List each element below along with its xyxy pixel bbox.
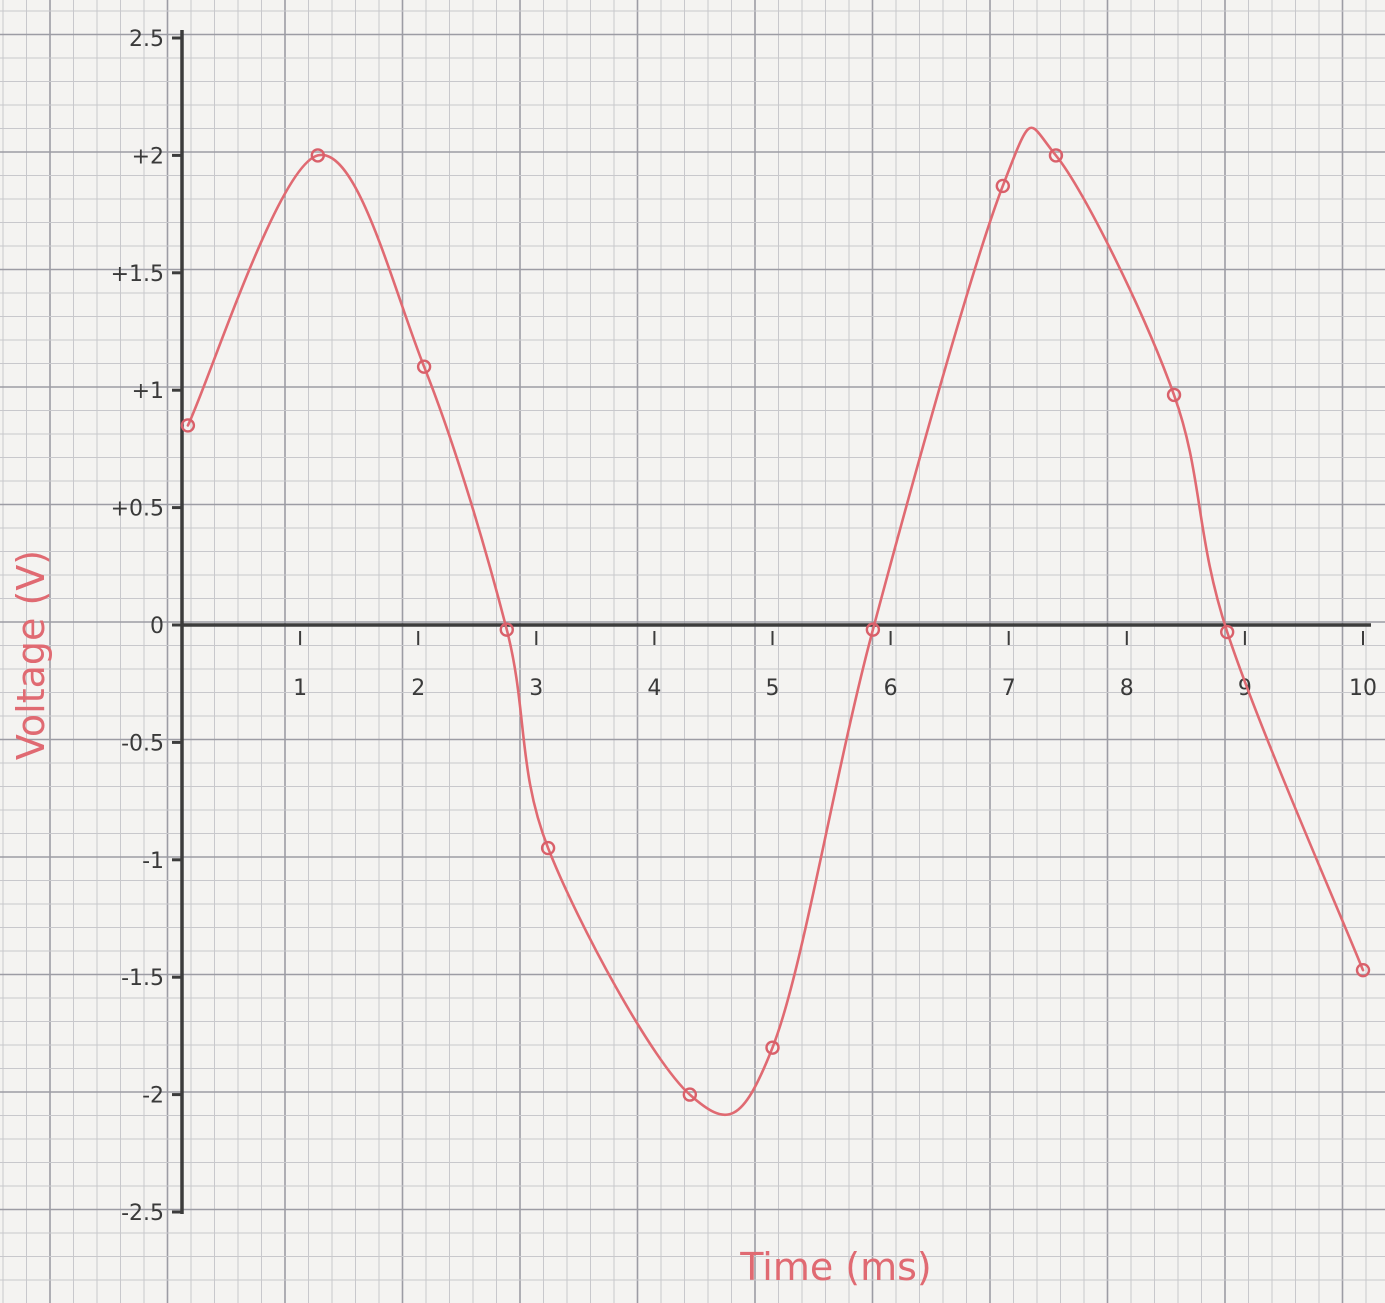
y-tick-label: -2	[142, 1084, 164, 1109]
data-point	[499, 622, 514, 637]
y-tick-label: +0.5	[111, 497, 164, 522]
x-tick-label: 2	[411, 676, 425, 701]
x-tick-label: 6	[884, 676, 898, 701]
y-tick-label: +2	[132, 144, 164, 169]
voltage-curve	[186, 126, 1365, 1117]
x-tick-label: 10	[1349, 676, 1377, 701]
x-tick-label: 7	[1002, 676, 1016, 701]
data-point	[995, 178, 1010, 194]
data-point	[1355, 962, 1371, 978]
x-tick-label: 3	[529, 676, 543, 701]
y-tick-label: 0	[150, 614, 164, 639]
data-points	[180, 148, 1371, 1102]
x-tick-label: 4	[647, 676, 661, 701]
y-tick-label: -2.5	[121, 1201, 164, 1226]
data-point	[682, 1087, 698, 1102]
data-point	[416, 359, 432, 374]
x-tick-label: 8	[1120, 676, 1134, 701]
y-tick-label: -1	[142, 849, 164, 874]
axes: 2.5 +2 +1.5 +1 +0.5 0 -0.5 -1 -1.5 -2 -2.5 1 2 3 4 5 6 7 8…	[111, 27, 1377, 1226]
data-point	[1219, 624, 1235, 640]
data-point	[865, 622, 881, 637]
x-tick-label: 1	[293, 676, 307, 701]
y-tick-label: 2.5	[129, 27, 164, 52]
data-point	[1166, 387, 1182, 403]
data-point	[180, 418, 196, 433]
data-point	[1048, 148, 1064, 163]
y-axis-label: Voltage (V)	[9, 550, 53, 760]
data-point	[765, 1040, 780, 1055]
data-point	[540, 840, 556, 856]
data-series	[186, 126, 1365, 1117]
y-tick-label: -0.5	[121, 731, 164, 756]
x-axis-label: Time (ms)	[739, 1245, 932, 1289]
y-tick-label: -1.5	[121, 966, 164, 991]
data-point	[310, 148, 326, 163]
y-tick-label: +1.5	[111, 262, 164, 287]
y-tick-label: +1	[132, 379, 164, 404]
x-tick-label: 5	[766, 676, 780, 701]
